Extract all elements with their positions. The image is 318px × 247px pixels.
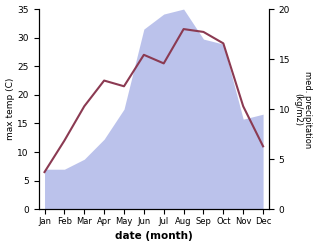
- X-axis label: date (month): date (month): [115, 231, 193, 242]
- Y-axis label: max temp (C): max temp (C): [5, 78, 15, 140]
- Y-axis label: med. precipitation
(kg/m2): med. precipitation (kg/m2): [293, 71, 313, 148]
